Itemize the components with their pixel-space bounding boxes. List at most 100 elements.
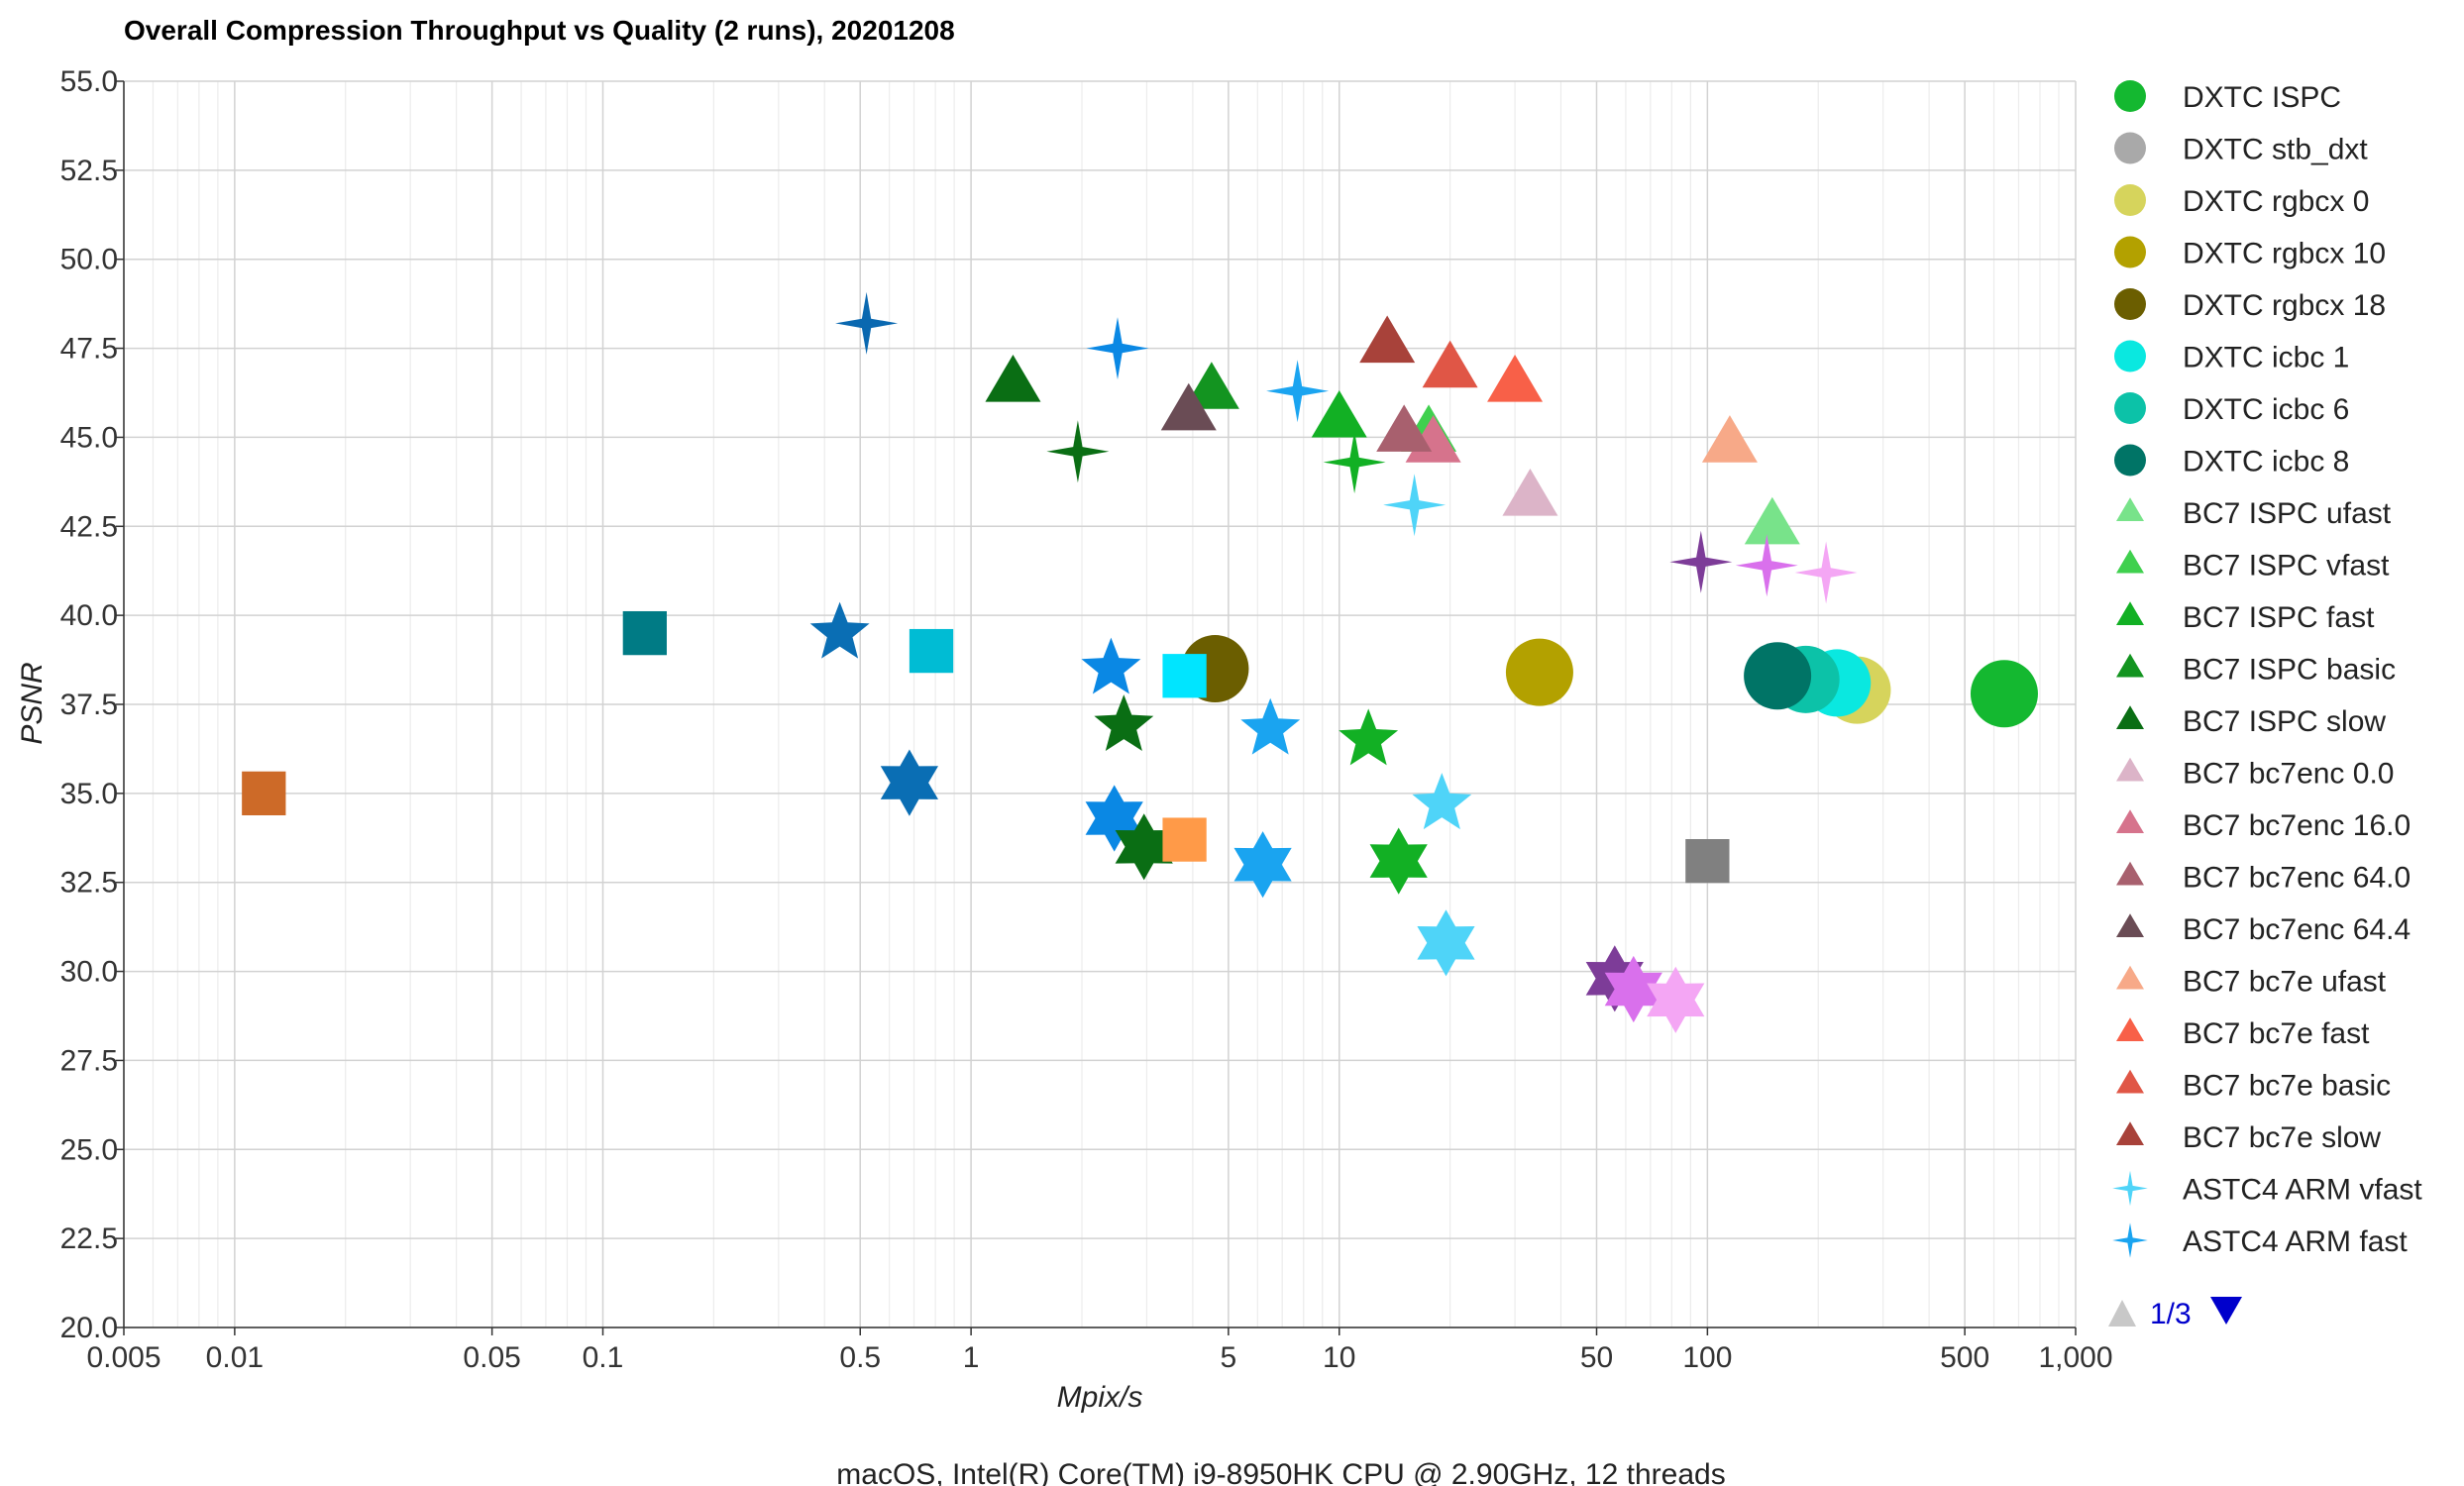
legend-label: BC7 bc7enc 0.0 bbox=[2183, 758, 2394, 791]
y-tick-label: 52.5 bbox=[60, 155, 118, 187]
legend-item[interactable]: BC7 ISPC fast bbox=[2116, 601, 2375, 634]
legend-label: BC7 ISPC vfast bbox=[2183, 550, 2390, 583]
x-tick-label: 0.05 bbox=[463, 1341, 520, 1374]
legend-item[interactable]: BC7 ISPC vfast bbox=[2116, 550, 2390, 583]
legend-label: DXTC rgbcx 10 bbox=[2183, 238, 2386, 270]
legend-marker bbox=[2114, 80, 2146, 112]
x-tick-label: 0.005 bbox=[86, 1341, 161, 1374]
legend-marker bbox=[2116, 1069, 2144, 1094]
data-point bbox=[1086, 317, 1149, 380]
data-point bbox=[985, 355, 1041, 402]
x-tick-label: 0.5 bbox=[839, 1341, 881, 1374]
legend-item[interactable]: BC7 bc7e fast bbox=[2116, 1017, 2370, 1050]
legend-item[interactable]: BC7 bc7e slow bbox=[2116, 1121, 2381, 1154]
data-point bbox=[909, 628, 954, 674]
data-point bbox=[1502, 469, 1558, 516]
data-point bbox=[1604, 955, 1662, 1023]
legend-item[interactable]: BC7 bc7enc 64.4 bbox=[2116, 913, 2410, 946]
legend-item[interactable]: DXTC rgbcx 18 bbox=[2114, 288, 2386, 322]
data-point bbox=[1422, 340, 1478, 388]
legend-marker bbox=[2116, 601, 2144, 626]
grid bbox=[123, 80, 2077, 1328]
y-tick-label: 55.0 bbox=[60, 65, 118, 98]
data-point bbox=[1417, 909, 1475, 977]
data-point bbox=[1160, 382, 1217, 431]
data-point bbox=[1081, 637, 1141, 694]
x-tick-label: 0.1 bbox=[583, 1341, 624, 1374]
legend-marker bbox=[2112, 1170, 2148, 1207]
axes: 20.0 22.5 25.0 27.5 30.0 32.5 35.0 37.5 40.0 42.5… bbox=[60, 65, 2113, 1374]
y-tick-label: 32.5 bbox=[60, 867, 118, 900]
data-point bbox=[1970, 660, 2038, 728]
legend-marker bbox=[2116, 1121, 2144, 1146]
legend-label: DXTC stb_dxt bbox=[2183, 134, 2368, 166]
x-tick-label: 100 bbox=[1682, 1341, 1732, 1374]
legend-item[interactable]: DXTC ISPC bbox=[2114, 80, 2341, 114]
legend-label: DXTC icbc 8 bbox=[2183, 446, 2349, 478]
legend-marker bbox=[2114, 340, 2146, 372]
legend-marker bbox=[2116, 705, 2144, 730]
x-tick-label: 1,000 bbox=[2038, 1341, 2112, 1374]
data-point bbox=[1647, 966, 1705, 1033]
data-point bbox=[1487, 355, 1544, 402]
legend-item[interactable]: DXTC stb_dxt bbox=[2114, 132, 2368, 166]
legend-item[interactable]: BC7 ISPC basic bbox=[2116, 654, 2396, 687]
legend-marker bbox=[2114, 288, 2146, 320]
legend-item[interactable]: BC7 bc7e basic bbox=[2116, 1070, 2391, 1103]
data-point bbox=[1266, 360, 1330, 423]
legend-page-down-icon[interactable] bbox=[2210, 1297, 2242, 1325]
legend-marker bbox=[2112, 1222, 2148, 1258]
legend-page-up-icon[interactable] bbox=[2108, 1300, 2136, 1327]
x-tick-label: 10 bbox=[1323, 1341, 1355, 1374]
data-point bbox=[1369, 827, 1428, 895]
legend-item[interactable]: DXTC icbc 8 bbox=[2114, 444, 2349, 478]
y-tick-label: 27.5 bbox=[60, 1044, 118, 1077]
x-tick-label: 5 bbox=[1221, 1341, 1237, 1374]
legend-item[interactable]: DXTC rgbcx 0 bbox=[2114, 184, 2369, 218]
legend-marker bbox=[2116, 653, 2144, 678]
x-axis-label: Mpix/s bbox=[1057, 1381, 1143, 1414]
legend-label: BC7 bc7enc 64.4 bbox=[2183, 913, 2410, 946]
data-point bbox=[1115, 813, 1173, 881]
legend-item[interactable]: BC7 ISPC slow bbox=[2116, 705, 2386, 738]
legend-item[interactable]: BC7 bc7enc 16.0 bbox=[2116, 809, 2410, 842]
y-tick-label: 20.0 bbox=[60, 1312, 118, 1344]
legend-label: BC7 ISPC ufast bbox=[2183, 497, 2392, 530]
data-point bbox=[1744, 642, 1812, 710]
legend-item[interactable]: DXTC icbc 1 bbox=[2114, 340, 2349, 374]
data-point bbox=[1685, 839, 1730, 884]
data-point bbox=[1744, 496, 1800, 545]
data-point bbox=[1240, 697, 1301, 755]
data-point bbox=[880, 749, 938, 816]
legend-marker bbox=[2114, 444, 2146, 477]
data-point bbox=[1359, 315, 1416, 364]
y-tick-label: 37.5 bbox=[60, 689, 118, 721]
data-point bbox=[1505, 638, 1573, 706]
legend-item[interactable]: DXTC icbc 6 bbox=[2114, 392, 2349, 426]
legend-marker bbox=[2116, 861, 2144, 886]
legend-label: BC7 ISPC fast bbox=[2183, 601, 2375, 634]
data-point bbox=[1669, 530, 1733, 593]
legend-item[interactable]: DXTC rgbcx 10 bbox=[2114, 236, 2386, 270]
legend-marker bbox=[2116, 965, 2144, 990]
y-tick-label: 50.0 bbox=[60, 244, 118, 276]
y-tick-label: 35.0 bbox=[60, 778, 118, 810]
data-point bbox=[1162, 654, 1207, 698]
data-point bbox=[1162, 817, 1207, 862]
legend-label: BC7 bc7e fast bbox=[2183, 1017, 2370, 1050]
legend-item[interactable]: BC7 ISPC ufast bbox=[2116, 497, 2392, 530]
chart-title: Overall Compression Throughput vs Qualit… bbox=[124, 15, 955, 46]
legend-marker bbox=[2114, 132, 2146, 164]
y-tick-label: 22.5 bbox=[60, 1222, 118, 1255]
legend-item[interactable]: BC7 bc7enc 64.0 bbox=[2116, 862, 2410, 895]
legend-label: BC7 bc7e basic bbox=[2183, 1070, 2391, 1103]
data-point bbox=[1701, 415, 1758, 463]
data-point bbox=[1323, 431, 1386, 494]
y-tick-label: 30.0 bbox=[60, 956, 118, 989]
legend-item[interactable]: ASTC4 ARM fast bbox=[2112, 1222, 2408, 1258]
legend-item[interactable]: ASTC4 ARM vfast bbox=[2112, 1170, 2422, 1207]
legend-label: ASTC4 ARM vfast bbox=[2183, 1174, 2422, 1207]
legend-marker bbox=[2114, 236, 2146, 268]
legend-item[interactable]: BC7 bc7e ufast bbox=[2116, 966, 2387, 999]
legend-item[interactable]: BC7 bc7enc 0.0 bbox=[2116, 758, 2394, 791]
